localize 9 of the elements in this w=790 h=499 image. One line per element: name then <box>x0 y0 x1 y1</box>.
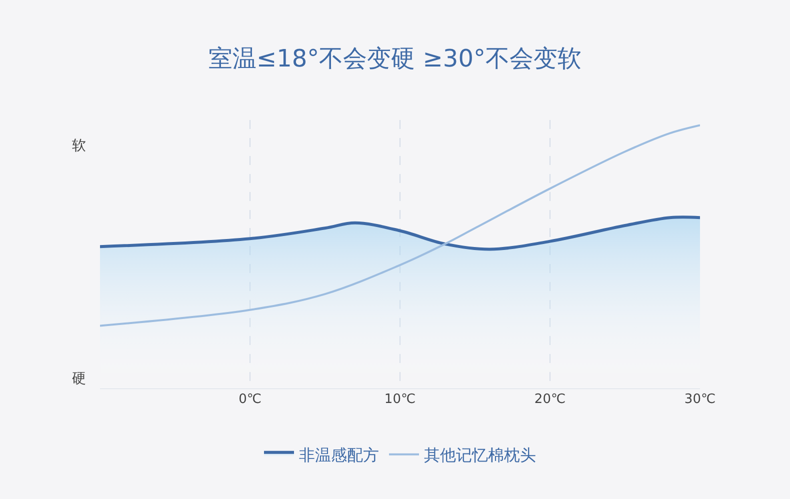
text: 软 <box>72 138 86 154</box>
legend-label: 其他记忆棉枕头 <box>424 446 536 465</box>
x-tick-label: 10℃ <box>384 392 416 407</box>
text: 硬 <box>72 371 86 387</box>
chart-title: 室温≤18°不会变硬 ≥30°不会变软 <box>208 44 582 73</box>
x-tick-label: 30℃ <box>684 392 716 407</box>
x-tick-label: 20℃ <box>534 392 566 407</box>
x-tick-label: 0℃ <box>238 392 262 407</box>
legend-label: 非温感配方 <box>299 446 379 465</box>
